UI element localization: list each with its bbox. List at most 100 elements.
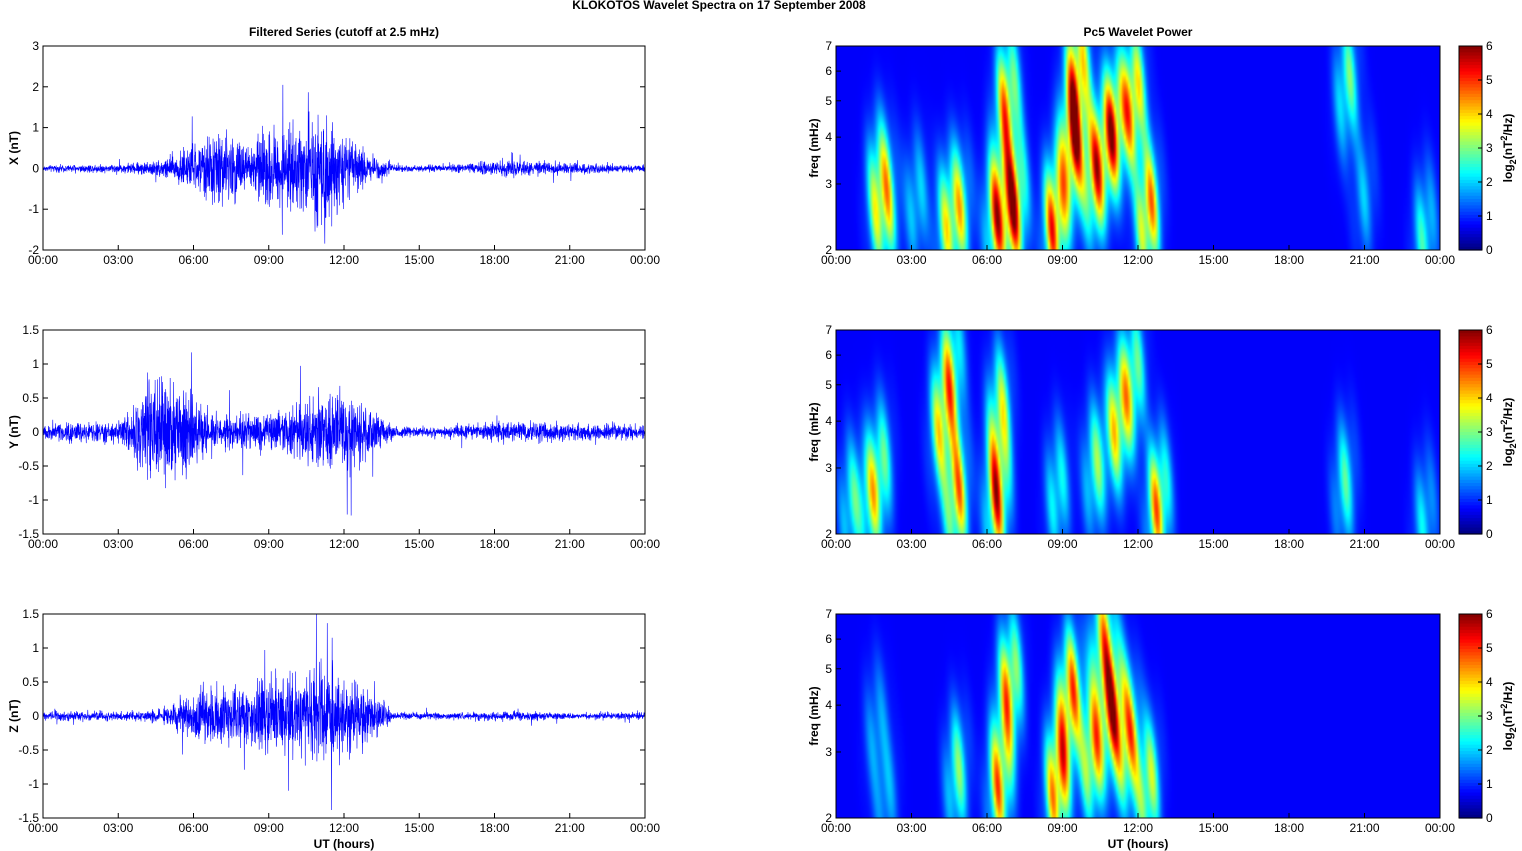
colorbar-step <box>1459 483 1482 487</box>
colorbar-step <box>1459 435 1482 439</box>
colorbar-step <box>1459 492 1482 497</box>
y-tick-label: 5 <box>825 378 832 392</box>
colorbar-step <box>1459 735 1482 739</box>
colorbar-step <box>1459 240 1482 245</box>
colorbar-step <box>1459 345 1482 350</box>
x-tick-label: 00:00 <box>28 821 58 835</box>
y-tick-label: 5 <box>825 662 832 676</box>
timeseries-panel: 1.510.50-0.5-1-1.500:00 03:00 06:00 09:00 12… <box>7 607 660 851</box>
colorbar-step <box>1459 703 1482 708</box>
colorbar-step <box>1459 192 1482 197</box>
y-tick-label: -1.5 <box>18 527 39 541</box>
colorbar-step <box>1459 352 1482 357</box>
colorbar-step <box>1459 712 1482 717</box>
colorbar-step <box>1459 508 1482 513</box>
colorbar-tick-label: 5 <box>1486 357 1493 371</box>
plot-frame <box>42 45 646 251</box>
y-tick-label: -1 <box>28 202 39 216</box>
y-tick-label: 5 <box>825 94 832 108</box>
colorbar-step <box>1459 154 1482 159</box>
colorbar-step <box>1459 208 1482 213</box>
y-tick-label: 1 <box>32 357 39 371</box>
y-tick-label: 6 <box>825 632 832 646</box>
y-tick-label: -2 <box>28 243 39 257</box>
colorbar-step <box>1459 620 1482 625</box>
colorbar-step <box>1459 368 1482 373</box>
colorbar-tick-label: 1 <box>1486 209 1493 223</box>
colorbar-step <box>1459 227 1482 232</box>
colorbar-step <box>1459 709 1482 714</box>
x-tick-label: 00:00 <box>821 821 851 835</box>
colorbar-step <box>1459 665 1482 669</box>
x-tick-label: 21:00 <box>555 253 585 267</box>
colorbar-step <box>1459 741 1482 746</box>
colorbar-step <box>1459 814 1482 819</box>
colorbar-step <box>1459 690 1482 695</box>
colorbar-step <box>1459 798 1482 803</box>
colorbar-step <box>1459 514 1482 519</box>
x-tick-label: 18:00 <box>479 821 509 835</box>
colorbar-step <box>1459 527 1482 532</box>
y-tick-label: 1.5 <box>22 607 39 621</box>
colorbar: 6 5 4 3 2 1 0 log2(nT2/Hz) <box>1458 323 1518 541</box>
x-tick-label: 15:00 <box>404 253 434 267</box>
colorbar-step <box>1459 687 1482 692</box>
plot-frame <box>42 329 646 535</box>
colorbar-step <box>1459 716 1482 720</box>
colorbar-step <box>1459 49 1482 53</box>
colorbar-step <box>1459 700 1482 704</box>
colorbar-tick-label: 3 <box>1486 141 1493 155</box>
colorbar-step <box>1459 623 1482 628</box>
colorbar-step <box>1459 416 1482 420</box>
series-line <box>42 352 646 516</box>
x-tick-label: 00:00 <box>1425 253 1455 267</box>
colorbar-step <box>1459 677 1482 682</box>
colorbar-step <box>1459 412 1482 417</box>
colorbar-step <box>1459 441 1482 446</box>
x-tick-label: 00:00 <box>821 253 851 267</box>
colorbar-step <box>1459 680 1482 685</box>
x-tick-label: 03:00 <box>896 537 926 551</box>
colorbar-step <box>1459 763 1482 768</box>
panel-title: Pc5 Wavelet Power <box>1084 25 1193 39</box>
colorbar-step <box>1459 157 1482 162</box>
colorbar-step <box>1459 530 1482 535</box>
figure-title: KLOKOTOS Wavelet Spectra on 17 September… <box>572 0 866 12</box>
y-tick-label: 6 <box>825 64 832 78</box>
x-tick-label: 12:00 <box>1123 253 1153 267</box>
colorbar-step <box>1459 457 1482 462</box>
colorbar-step <box>1459 148 1482 152</box>
x-tick-label: 21:00 <box>1349 537 1379 551</box>
colorbar-step <box>1459 629 1482 634</box>
x-tick-label: 06:00 <box>178 253 208 267</box>
x-tick-label: 06:00 <box>178 537 208 551</box>
colorbar-step <box>1459 671 1482 676</box>
colorbar-step <box>1459 776 1482 781</box>
x-tick-label: 15:00 <box>1198 253 1228 267</box>
colorbar-tick-label: 2 <box>1486 459 1493 473</box>
colorbar-step <box>1459 74 1482 79</box>
x-tick-label: 09:00 <box>1047 821 1077 835</box>
x-tick-label: 03:00 <box>103 253 133 267</box>
colorbar-tick-label: 1 <box>1486 493 1493 507</box>
colorbar-step <box>1459 502 1482 506</box>
x-tick-label: 18:00 <box>1274 821 1304 835</box>
colorbar-step <box>1459 77 1482 82</box>
colorbar-step <box>1459 719 1482 723</box>
colorbar-step <box>1459 167 1482 171</box>
colorbar-step <box>1459 760 1482 765</box>
colorbar-step <box>1459 125 1482 130</box>
colorbar-step <box>1459 87 1482 92</box>
wavelet-power-image <box>836 330 1440 534</box>
x-tick-label: 21:00 <box>555 821 585 835</box>
y-axis-label: Z (nT) <box>7 699 21 732</box>
colorbar-step <box>1459 112 1482 117</box>
colorbar-step <box>1459 71 1482 76</box>
colorbar-step <box>1459 633 1482 637</box>
y-tick-label: 1 <box>32 121 39 135</box>
colorbar-step <box>1459 479 1482 484</box>
colorbar-tick-label: 0 <box>1486 527 1493 541</box>
y-tick-label: 3 <box>825 461 832 475</box>
colorbar-step <box>1459 355 1482 360</box>
